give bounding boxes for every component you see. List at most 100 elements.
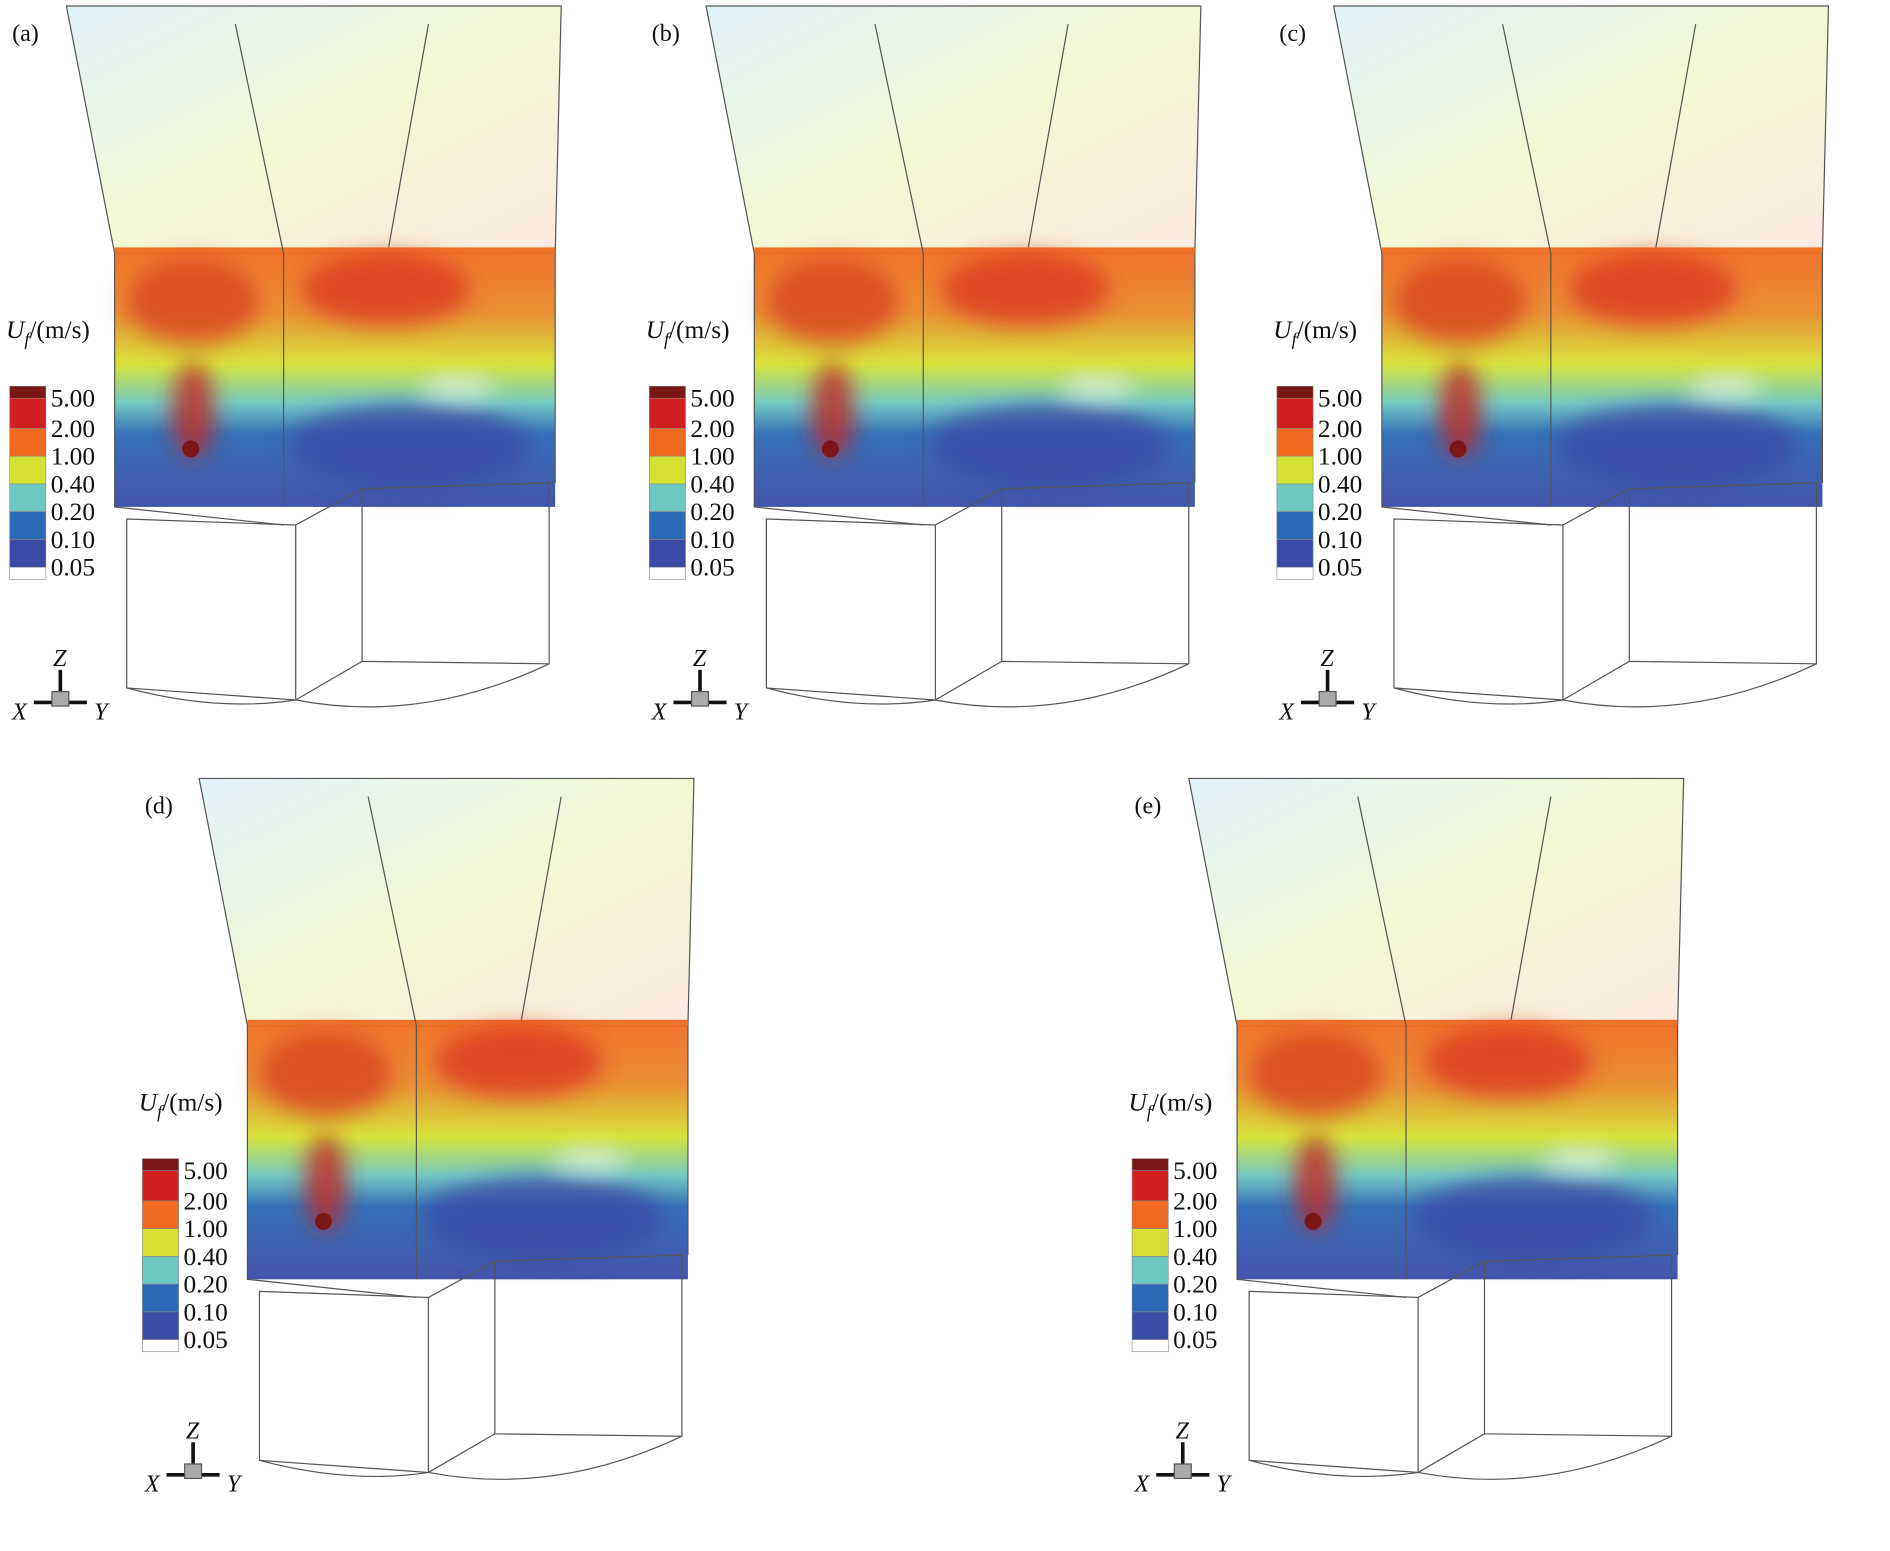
high-velocity-zone	[1249, 1031, 1382, 1117]
colorbar-label: 0.40	[1173, 1243, 1217, 1271]
colorbar-label: 2.00	[183, 1187, 227, 1215]
high-velocity-zone	[434, 1025, 604, 1099]
high-velocity-zone	[126, 259, 260, 344]
colorbar-swatch	[9, 397, 47, 429]
colorbar-label: 0.05	[1318, 554, 1362, 582]
colorbar-swatch	[142, 1256, 179, 1285]
figure-body: (a)Uf/(m/s)5.002.001.000.400.200.100.05Z…	[6, 5, 1830, 1498]
stagnant-zone	[555, 1148, 628, 1169]
stagnant-zone	[1689, 376, 1763, 396]
colorbar-label: 0.20	[51, 498, 95, 526]
triad-origin	[1173, 1463, 1192, 1480]
colorbar-label: 0.10	[51, 526, 95, 554]
legend-subscript: f	[1292, 329, 1300, 349]
colorbar-swatch	[1276, 397, 1314, 429]
colorbar-label: 1.00	[1318, 443, 1362, 471]
legend-subscript: f	[24, 329, 32, 349]
legend-subscript: f	[1147, 1102, 1155, 1122]
legend-unit: /(m/s)	[29, 316, 90, 344]
colorbar-label: 0.20	[183, 1271, 227, 1299]
lower-box	[1393, 482, 1817, 708]
field-detail	[126, 253, 532, 489]
stagnant-zone	[1544, 1148, 1618, 1169]
lower-box	[258, 1254, 683, 1480]
hopper	[1332, 5, 1830, 255]
colorbar-swatch	[1276, 539, 1314, 568]
axis-label-z: Z	[186, 1418, 200, 1445]
legend-symbol: U	[1128, 1088, 1148, 1116]
high-velocity-zone	[1568, 253, 1738, 326]
triad-origin	[1318, 690, 1337, 707]
colorbar-label: 2.00	[51, 415, 95, 443]
colorbar-swatch	[1276, 455, 1314, 485]
lower-box	[765, 482, 1190, 708]
colorbar-swatch	[142, 1311, 179, 1340]
legend-subscript: f	[157, 1102, 165, 1122]
legend-symbol: U	[1273, 316, 1293, 344]
colorbar-swatch	[1131, 1283, 1169, 1313]
colorbar-swatch	[142, 1283, 179, 1313]
panel: (d) Uf/(m/s) 5.002.001.000.400.200.100.05 Z…	[139, 777, 695, 1498]
hopper	[198, 777, 695, 1027]
legend-title: Uf/(m/s)	[1273, 316, 1357, 349]
jet	[1438, 362, 1483, 459]
colorbar-label: 5.00	[51, 385, 95, 413]
low-velocity-zone	[289, 404, 532, 489]
low-velocity-zone	[929, 404, 1171, 489]
colorbar-swatch	[1276, 511, 1314, 540]
colorbar-label: 0.40	[690, 470, 734, 498]
axis-label-x: X	[1278, 698, 1295, 725]
colorbar-label: 0.40	[51, 470, 95, 498]
panel-label: (a)	[12, 20, 39, 47]
colorbar-swatch	[1131, 1256, 1169, 1285]
hopper	[705, 5, 1202, 255]
axis-label-y: Y	[1217, 1471, 1233, 1498]
inlet	[182, 440, 200, 458]
colorbar-swatch	[649, 566, 686, 580]
field-detail	[1249, 1025, 1654, 1262]
colorbar-label: 0.20	[1318, 498, 1362, 526]
panel: (c) Uf/(m/s) 5.002.001.000.400.200.100.05 Z…	[1273, 5, 1830, 725]
axis-label-y: Y	[1361, 698, 1377, 725]
inlet	[821, 440, 839, 458]
colorbar-swatch	[1131, 1339, 1169, 1353]
panel-label: (d)	[145, 792, 173, 819]
colorbar-swatch	[649, 455, 686, 485]
colorbar-label: 5.00	[1318, 385, 1362, 413]
colorbar-swatch	[649, 483, 686, 513]
high-velocity-zone	[1393, 259, 1527, 344]
colorbar-swatch	[142, 1200, 179, 1229]
colorbar-swatch	[1276, 483, 1314, 513]
legend-symbol: U	[646, 316, 666, 344]
axis-label-z: Z	[1320, 645, 1334, 672]
colorbar-swatch	[9, 483, 47, 513]
colorbar-label: 2.00	[1173, 1187, 1217, 1215]
legend-title: Uf/(m/s)	[646, 316, 730, 349]
colorbar-label: 0.10	[183, 1298, 227, 1326]
panel-label: (e)	[1134, 792, 1161, 819]
legend-title: Uf/(m/s)	[1128, 1088, 1212, 1121]
legend-unit: /(m/s)	[1297, 316, 1358, 344]
colorbar-label: 0.20	[1173, 1271, 1217, 1299]
field-detail	[259, 1025, 664, 1262]
axis-label-y: Y	[227, 1471, 243, 1498]
axis-label-z: Z	[693, 645, 707, 672]
panel: (e) Uf/(m/s) 5.002.001.000.400.200.100.05 Z…	[1128, 777, 1685, 1498]
axis-label-x: X	[144, 1471, 161, 1498]
colorbar-label: 0.05	[183, 1326, 227, 1354]
axis-label-x: X	[11, 698, 28, 725]
stagnant-zone	[1062, 376, 1135, 396]
high-velocity-zone	[941, 253, 1111, 326]
edge	[246, 796, 689, 1299]
legend-symbol: U	[6, 316, 26, 344]
colorbar-swatch	[1131, 1170, 1169, 1202]
colorbar-label: 0.05	[51, 554, 95, 582]
colorbar-swatch	[9, 511, 47, 540]
colorbar-swatch	[142, 1228, 179, 1257]
low-velocity-zone	[1412, 1176, 1654, 1262]
axis-label-y: Y	[94, 698, 110, 725]
legend-title: Uf/(m/s)	[6, 316, 90, 349]
edge	[1236, 796, 1679, 1299]
colorbar-swatch	[142, 1170, 179, 1202]
